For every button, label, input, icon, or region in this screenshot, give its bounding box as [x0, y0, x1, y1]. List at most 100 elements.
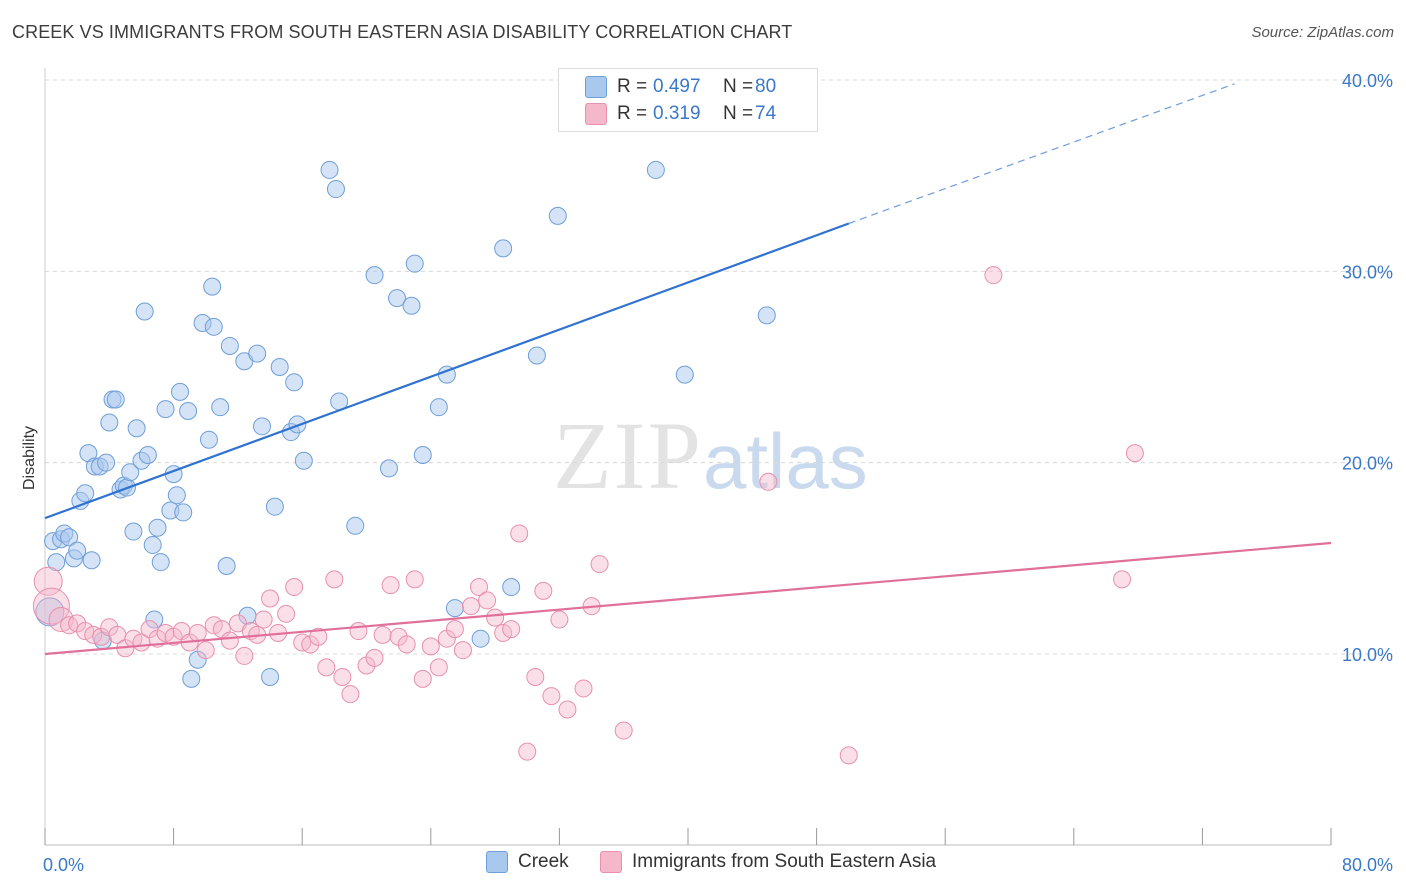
creek-point [405, 254, 424, 273]
creek-point [346, 516, 365, 535]
creek-point [445, 599, 464, 618]
asia-point [188, 623, 207, 642]
watermark-zip: ZIP [553, 402, 703, 509]
x-tick-label: 0.0% [43, 855, 84, 875]
asia-point [365, 648, 384, 667]
asia-point [478, 591, 497, 610]
creek-point [494, 239, 513, 258]
asia-point [461, 597, 480, 616]
asia-point [574, 679, 593, 698]
trend-lines [44, 83, 1332, 656]
creek-point [646, 160, 665, 179]
tick-labels: 10.0% 20.0% 30.0% 40.0% 0.0% 80.0% [43, 71, 1393, 875]
asia-point [317, 658, 336, 677]
watermark-atlas: atlas [703, 417, 868, 505]
y-tick-label: 30.0% [1342, 262, 1393, 282]
legend-swatch-creek [585, 76, 607, 98]
creek-point [135, 302, 154, 321]
creek-point [211, 398, 230, 417]
asia-point [261, 589, 280, 608]
asia-point [470, 578, 489, 597]
creek-point [413, 446, 432, 465]
chart-title: CREEK VS IMMIGRANTS FROM SOUTH EASTERN A… [12, 22, 793, 42]
asia-point [196, 641, 215, 660]
creek-point [143, 535, 162, 554]
creek-point [402, 296, 421, 315]
legend-swatch-asia [585, 103, 607, 125]
creek-point [429, 398, 448, 417]
creek-point [182, 669, 201, 688]
asia-point [373, 625, 392, 644]
creek-point [380, 459, 399, 478]
creek-point [320, 160, 339, 179]
creek-point [100, 413, 119, 432]
asia-point [381, 576, 400, 595]
creek-point [148, 518, 167, 537]
creek-point [527, 346, 546, 365]
asia-point [48, 607, 74, 633]
creek-point [365, 266, 384, 285]
creek-point [35, 597, 65, 627]
legend-row-creek: R = 0.497 N = 80 [585, 75, 776, 99]
creek-point [204, 317, 223, 336]
asia-point [1113, 570, 1132, 589]
asia-point [558, 700, 577, 719]
asia-point [341, 685, 360, 704]
creek-point [288, 415, 307, 434]
creek-point [388, 289, 407, 308]
creek-point [156, 400, 175, 419]
bottom-swatch-asia [600, 851, 622, 873]
creek-point [106, 390, 125, 409]
creek-point [127, 419, 146, 438]
asia-point [405, 570, 424, 589]
creek-point [285, 373, 304, 392]
creek-point [217, 556, 236, 575]
creek-point [220, 336, 239, 355]
creek-point [199, 430, 218, 449]
legend-n-label: N = [723, 76, 754, 97]
asia-point [550, 610, 569, 629]
legend-row-asia: R = 0.319 N = 74 [585, 102, 776, 126]
asia-point [254, 610, 273, 629]
asia-point [542, 687, 561, 706]
bottom-legend: Creek Immigrants from South Eastern Asia [0, 851, 1406, 877]
creek-point [68, 541, 87, 560]
chart-source: Source: ZipAtlas.com [1251, 24, 1394, 41]
asia-point [984, 266, 1003, 285]
creek-point [265, 497, 284, 516]
creek-point [253, 417, 272, 436]
creek-point [145, 610, 164, 629]
legend-r-label: R = [617, 76, 648, 97]
creek-point [171, 382, 190, 401]
y-tick-label: 20.0% [1342, 454, 1393, 474]
asia-point [510, 524, 529, 543]
creek-point [203, 277, 222, 296]
bottom-legend-asia-label: Immigrants from South Eastern Asia [632, 851, 937, 872]
creek-point [138, 446, 157, 465]
creek-point [151, 553, 170, 572]
asia-point [502, 620, 521, 639]
legend: R = 0.497 N = 80 R = 0.319 N = 74 [558, 68, 818, 132]
asia-point [325, 570, 344, 589]
creek-point [60, 528, 79, 547]
asia-point [309, 627, 328, 646]
creek-point [675, 365, 694, 384]
legend-r-value: 0.319 [653, 103, 701, 124]
creek-point [76, 484, 95, 503]
asia-point [453, 641, 472, 660]
bottom-legend-creek: Creek [486, 851, 569, 873]
creek-point [248, 344, 267, 363]
creek-trend-line [44, 222, 850, 520]
creek-point [174, 503, 193, 522]
legend-r-label: R = [617, 103, 648, 124]
legend-n-value: 74 [755, 103, 777, 124]
bottom-swatch-creek [486, 851, 508, 873]
creek-point [326, 180, 345, 199]
asia-point [349, 622, 368, 641]
asia-point [518, 742, 537, 761]
creek-point [270, 358, 289, 376]
creek-point [97, 453, 116, 472]
creek-point [47, 553, 66, 572]
asia-point [1125, 444, 1144, 463]
